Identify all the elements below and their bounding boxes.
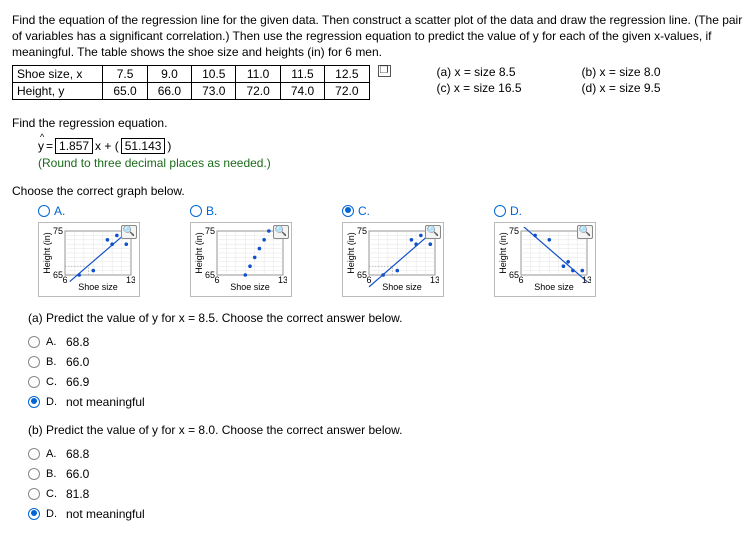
qa-opt-a: 68.8 [66,335,89,349]
cell: 11.5 [280,65,324,82]
qb-radio-c[interactable] [28,488,40,500]
graph-radio-c[interactable] [342,205,354,217]
qb-radio-d[interactable] [28,508,40,520]
row1-label: Shoe size, x [13,65,103,82]
svg-text:Height (in): Height (in) [499,232,508,274]
magnify-icon[interactable]: 🔍 [425,225,441,239]
svg-text:6: 6 [366,275,371,285]
svg-text:75: 75 [357,227,367,236]
svg-text:13: 13 [126,275,135,285]
opt-a: (a) x = size 8.5 [437,65,522,79]
qa-opt-c: 66.9 [66,375,89,389]
opt-c: (c) x = size 16.5 [437,81,522,95]
svg-text:13: 13 [582,275,591,285]
svg-text:Shoe size: Shoe size [534,282,574,291]
chart-b: 🔍 75 656 13 Shoe size Height (in) [190,222,292,297]
svg-text:Height (in): Height (in) [195,232,204,274]
qa-radio-d[interactable] [28,396,40,408]
opt-letter: A. [46,448,60,460]
cell: 7.5 [103,65,147,82]
cell: 10.5 [192,65,236,82]
qb-opt-a: 68.8 [66,447,89,461]
chart-c: 🔍 75 656 13 Shoe size Height (in) [342,222,444,297]
graph-radio-d[interactable] [494,205,506,217]
intro-text: Find the equation of the regression line… [12,12,743,61]
cell: 72.0 [236,82,280,99]
cell: 66.0 [147,82,191,99]
svg-text:65: 65 [205,270,215,280]
data-table: Shoe size, x 7.5 9.0 10.5 11.0 11.5 12.5… [12,65,370,100]
svg-text:13: 13 [278,275,287,285]
svg-text:75: 75 [53,227,63,236]
svg-text:13: 13 [430,275,439,285]
table-copy-icon[interactable]: ❐ [378,65,391,77]
qb-opt-c: 81.8 [66,487,89,501]
opt-letter: B. [46,468,60,480]
chart-a: 🔍 75 656 13 Shoe size Height (in) [38,222,140,297]
svg-text:6: 6 [214,275,219,285]
svg-text:65: 65 [357,270,367,280]
qa-radio-c[interactable] [28,376,40,388]
qa-opt-b: 66.0 [66,355,89,369]
opt-d: (d) x = size 9.5 [582,81,661,95]
qa-radio-b[interactable] [28,356,40,368]
regression-equation: ^y = 1.857 x + ( 51.143 ) [38,138,743,154]
svg-text:75: 75 [509,227,519,236]
qb-radio-b[interactable] [28,468,40,480]
graph-label-c: C. [358,204,370,218]
graph-radio-a[interactable] [38,205,50,217]
opt-letter: A. [46,336,60,348]
qb-radio-a[interactable] [28,448,40,460]
svg-text:Height (in): Height (in) [43,232,52,274]
cell: 12.5 [325,65,369,82]
magnify-icon[interactable]: 🔍 [577,225,593,239]
qa-radio-a[interactable] [28,336,40,348]
svg-text:65: 65 [509,270,519,280]
svg-text:65: 65 [53,270,63,280]
opt-letter: D. [46,508,60,520]
rounding-hint: (Round to three decimal places as needed… [38,156,743,170]
qa-opt-d: not meaningful [66,395,145,409]
svg-text:Height (in): Height (in) [347,232,356,274]
row2-label: Height, y [13,82,103,99]
graph-label-b: B. [206,204,217,218]
svg-text:6: 6 [518,275,523,285]
svg-text:Shoe size: Shoe size [78,282,118,291]
svg-text:Shoe size: Shoe size [230,282,270,291]
find-equation-prompt: Find the regression equation. [12,116,743,130]
question-a-prompt: (a) Predict the value of y for x = 8.5. … [28,311,743,325]
opt-letter: D. [46,396,60,408]
opt-letter: B. [46,356,60,368]
cell: 72.0 [325,82,369,99]
cell: 74.0 [280,82,324,99]
graph-radio-b[interactable] [190,205,202,217]
slope-input[interactable]: 1.857 [55,138,93,154]
svg-text:75: 75 [205,227,215,236]
qb-opt-b: 66.0 [66,467,89,481]
opt-letter: C. [46,376,60,388]
qb-opt-d: not meaningful [66,507,145,521]
x-value-options: (a) x = size 8.5 (c) x = size 16.5 (b) x… [437,65,661,95]
choose-graph-prompt: Choose the correct graph below. [12,184,743,198]
opt-b: (b) x = size 8.0 [582,65,661,79]
graph-label-d: D. [510,204,522,218]
cell: 11.0 [236,65,280,82]
graph-label-a: A. [54,204,65,218]
question-b-prompt: (b) Predict the value of y for x = 8.0. … [28,423,743,437]
cell: 65.0 [103,82,147,99]
cell: 9.0 [147,65,191,82]
svg-text:6: 6 [62,275,67,285]
intercept-input[interactable]: 51.143 [121,138,166,154]
svg-text:Shoe size: Shoe size [382,282,422,291]
magnify-icon[interactable]: 🔍 [121,225,137,239]
opt-letter: C. [46,488,60,500]
chart-d: 🔍 75 656 13 Shoe size Height (in) [494,222,596,297]
magnify-icon[interactable]: 🔍 [273,225,289,239]
cell: 73.0 [192,82,236,99]
